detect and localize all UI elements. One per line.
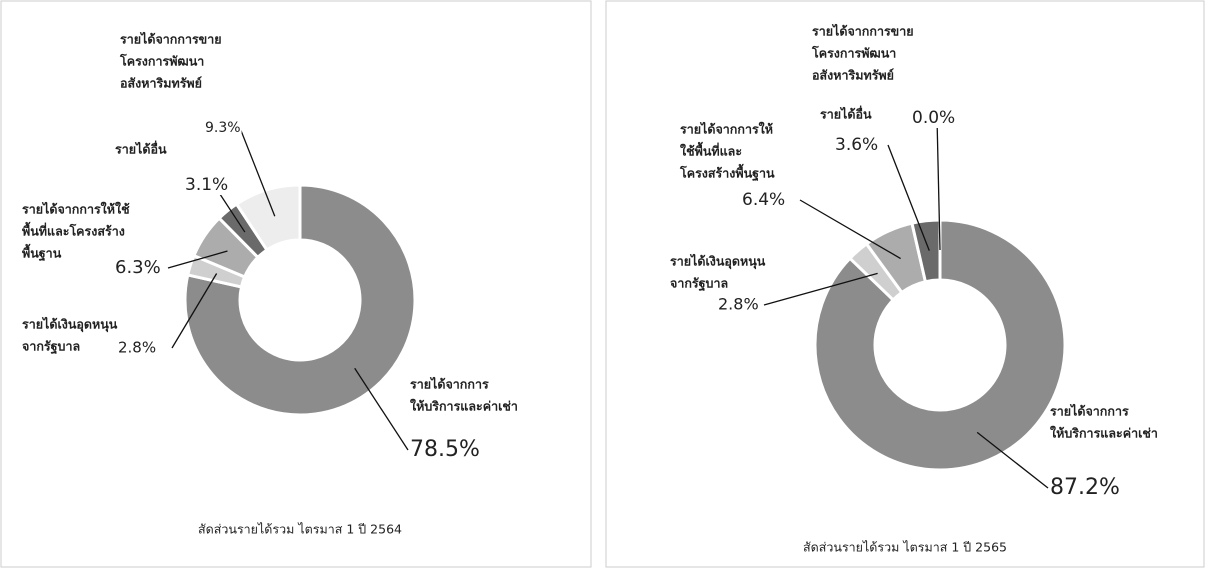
leader-line xyxy=(354,367,409,451)
category-label: อสังหาริมทรัพย์ xyxy=(120,76,202,91)
category-label: ให้บริการและค่าเช่า xyxy=(1050,426,1158,441)
slice xyxy=(183,183,417,417)
category-label: รายได้จากการให้ใช้ xyxy=(22,202,130,217)
leader-line xyxy=(976,431,1049,489)
value-label: 2.8% xyxy=(718,295,759,314)
label-bg xyxy=(911,108,957,128)
category-label: รายได้จากการ xyxy=(1050,404,1129,419)
category-label: พื้นที่และโครงสร้าง xyxy=(22,222,125,239)
label-bg xyxy=(204,120,242,136)
value-label: 0.0% xyxy=(912,108,955,128)
category-label: รายได้อื่น xyxy=(115,141,167,157)
slice xyxy=(234,183,302,253)
category-label: รายได้จากการ xyxy=(410,377,489,392)
chart-caption: สัดส่วนรายได้รวม ไตรมาส 1 ปี 2564 xyxy=(198,522,402,537)
label-bg xyxy=(184,175,230,195)
category-label: โครงการพัฒนา xyxy=(811,46,896,61)
label-bg xyxy=(409,437,481,462)
label-bg xyxy=(114,257,162,278)
category-label: รายได้เงินอุดหนุน xyxy=(22,317,118,333)
category-label: อสังหาริมทรัพย์ xyxy=(812,68,894,83)
label-bg xyxy=(741,190,787,210)
label-bg xyxy=(1049,475,1121,500)
value-label: 6.4% xyxy=(742,190,785,210)
category-label: รายได้เงินอุดหนุน xyxy=(670,254,766,270)
chart-caption: สัดส่วนรายได้รวม ไตรมาส 1 ปี 2565 xyxy=(803,540,1007,555)
value-label: 78.5% xyxy=(410,437,480,462)
leader-line xyxy=(763,272,878,306)
panel xyxy=(0,0,592,568)
leader-line xyxy=(239,127,276,217)
category-label: โครงสร้างพื้นฐาน xyxy=(679,164,775,182)
value-label: 6.3% xyxy=(115,257,161,278)
category-label: จากรัฐบาล xyxy=(22,339,80,355)
label-bg xyxy=(834,135,880,155)
category-label: รายได้จากการให้ xyxy=(680,122,773,137)
leader-line xyxy=(171,273,218,349)
category-label: โครงการพัฒนา xyxy=(119,54,204,69)
value-label: 3.1% xyxy=(185,175,228,195)
leader-line xyxy=(936,117,941,251)
value-label: 9.3% xyxy=(205,120,241,136)
leader-line xyxy=(887,144,930,251)
value-label: 3.6% xyxy=(835,135,878,155)
leader-line xyxy=(799,199,901,260)
category-label: รายได้อื่น xyxy=(820,106,872,122)
slice xyxy=(813,218,1067,472)
category-label: รายได้จากการขาย xyxy=(812,24,914,39)
value-label: 2.8% xyxy=(118,339,156,357)
category-label: จากรัฐบาล xyxy=(670,276,728,292)
category-label: ให้บริการและค่าเช่า xyxy=(410,399,518,414)
label-bg xyxy=(117,338,158,357)
leader-line xyxy=(167,250,228,269)
category-label: ใช้พื้นที่และ xyxy=(680,142,742,159)
value-label: 87.2% xyxy=(1050,475,1120,500)
category-label: พื้นฐาน xyxy=(22,244,62,262)
category-label: รายได้จากการขาย xyxy=(120,32,222,47)
label-bg xyxy=(717,294,760,314)
